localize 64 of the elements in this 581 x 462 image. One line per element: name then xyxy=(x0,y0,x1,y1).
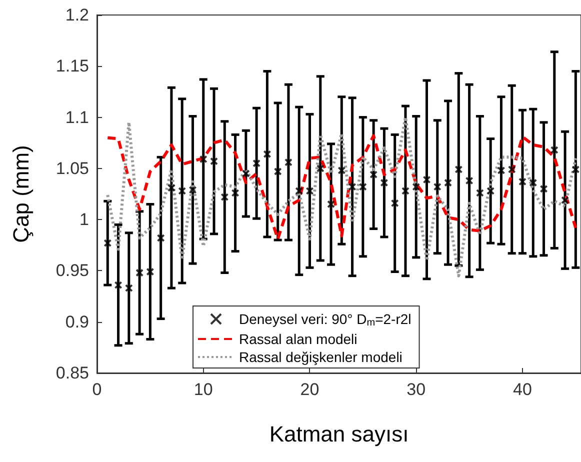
point xyxy=(358,182,367,191)
point xyxy=(263,150,272,158)
point xyxy=(124,284,133,292)
y-tick-label: 1.2 xyxy=(65,6,89,24)
point xyxy=(199,155,208,164)
point xyxy=(167,184,176,192)
point xyxy=(210,157,218,166)
point xyxy=(529,178,538,187)
x-tick-label: 10 xyxy=(194,380,213,399)
point xyxy=(370,170,378,179)
x-tick-label: 0 xyxy=(92,380,102,399)
point xyxy=(338,166,346,174)
point xyxy=(220,193,229,202)
point xyxy=(316,164,324,172)
point xyxy=(518,178,526,186)
y-tick-label: 0.9 xyxy=(65,312,89,332)
x-tick-label: 40 xyxy=(513,380,532,399)
y-axis-title: Çap (mm) xyxy=(8,145,34,243)
point xyxy=(136,268,144,277)
y-tick-label: 1.05 xyxy=(56,158,89,178)
point xyxy=(401,186,410,195)
point xyxy=(104,239,112,248)
point xyxy=(306,186,314,195)
point xyxy=(295,186,304,195)
point xyxy=(284,158,292,166)
point xyxy=(390,199,399,208)
line-series xyxy=(106,116,578,278)
point xyxy=(508,165,516,174)
point xyxy=(454,165,463,174)
point xyxy=(444,178,452,187)
x-tick-label: 20 xyxy=(300,380,320,399)
point xyxy=(486,186,495,195)
point xyxy=(540,184,548,193)
y-tick-label: 1.15 xyxy=(56,56,89,76)
x-tick-label: 30 xyxy=(406,380,426,399)
point xyxy=(572,165,580,174)
point xyxy=(188,186,197,194)
point xyxy=(146,268,154,276)
point xyxy=(380,178,388,187)
y-tick-label: 1 xyxy=(80,210,89,230)
point xyxy=(114,281,122,290)
point xyxy=(412,182,420,191)
point xyxy=(156,234,165,242)
point xyxy=(231,188,240,197)
point xyxy=(550,146,558,154)
y-tick-label: 0.85 xyxy=(56,364,89,382)
legend-label: Rassal alan modeli xyxy=(239,331,358,347)
point xyxy=(242,170,250,178)
line-series xyxy=(106,134,578,241)
point xyxy=(178,186,186,195)
point xyxy=(465,176,474,185)
point xyxy=(422,176,431,184)
point xyxy=(327,200,336,208)
point xyxy=(476,188,484,197)
point xyxy=(561,196,570,204)
y-tick-label: 1.1 xyxy=(65,108,89,127)
legend-label: Rassal değişkenler modeli xyxy=(239,349,402,365)
point xyxy=(274,167,282,176)
point xyxy=(433,182,442,191)
y-tick-label: 0.95 xyxy=(56,261,89,280)
point xyxy=(497,166,506,174)
x-axis-title: Katman sayısı xyxy=(269,422,409,446)
point xyxy=(348,182,356,191)
point xyxy=(252,159,261,168)
